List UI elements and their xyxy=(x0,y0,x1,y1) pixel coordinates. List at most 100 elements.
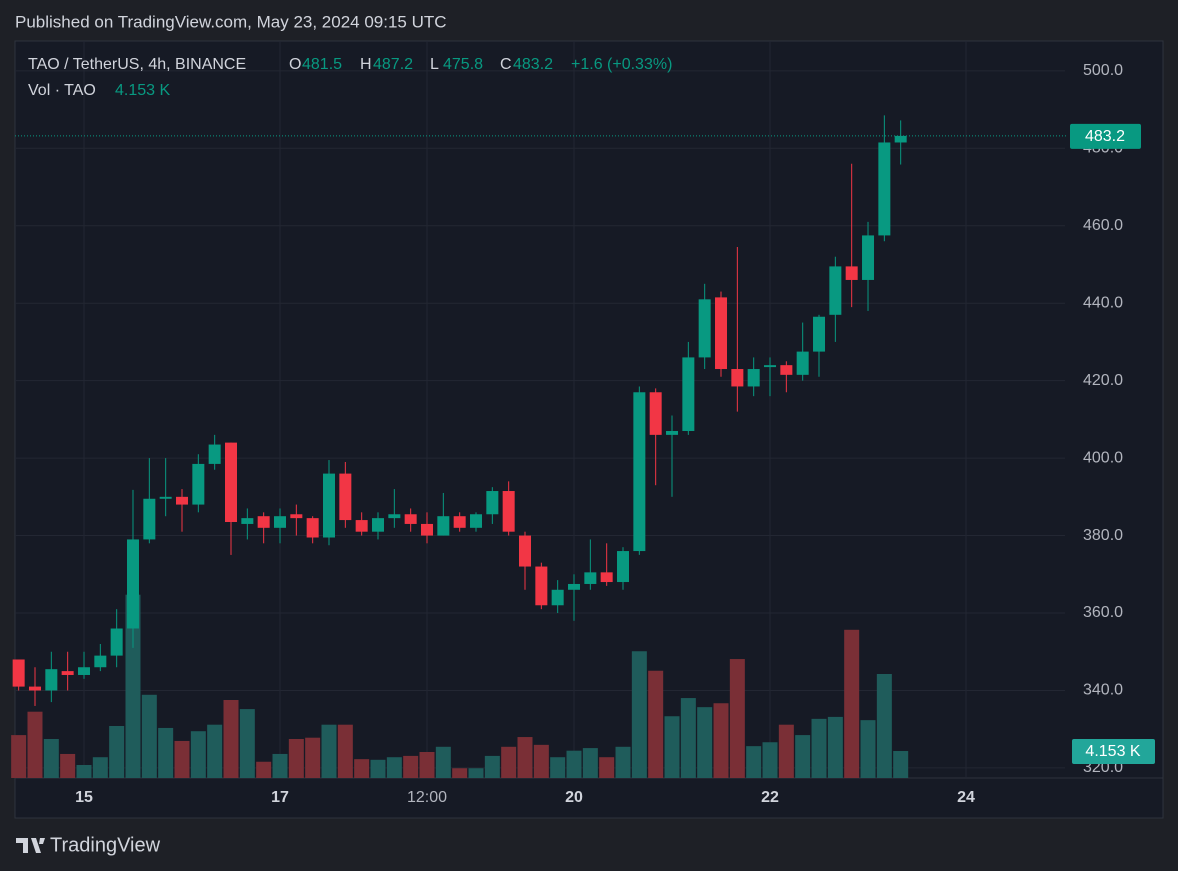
y-tick-label: 400.0 xyxy=(1083,449,1123,466)
volume-bar xyxy=(533,744,549,778)
volume-bar xyxy=(729,659,745,778)
ohlc-letter: H xyxy=(360,56,372,73)
ohlc-value: 481.5 xyxy=(302,56,342,73)
volume-name: Vol · TAO xyxy=(28,82,96,99)
y-tick-label: 420.0 xyxy=(1083,372,1123,389)
volume-bar xyxy=(517,737,533,778)
candle-body xyxy=(45,669,58,691)
brand-icon xyxy=(16,838,45,853)
volume-bar xyxy=(631,651,647,778)
volume-bar xyxy=(893,751,909,778)
candle-body xyxy=(731,369,744,387)
volume-badge xyxy=(1072,739,1155,765)
chart-pane xyxy=(14,40,1164,819)
y-tick-label: 360.0 xyxy=(1083,604,1123,621)
volume-bar xyxy=(190,731,206,778)
candle-body xyxy=(437,516,450,536)
candle-body xyxy=(273,516,286,528)
candle-body xyxy=(698,299,711,358)
candle-body xyxy=(600,572,613,583)
volume-bar xyxy=(370,759,386,778)
candle-body xyxy=(306,518,319,538)
ohlc-letter: O xyxy=(289,56,301,73)
x-tick-label: 12:00 xyxy=(407,789,447,806)
volume-bar xyxy=(239,709,255,778)
volume-bar xyxy=(174,740,190,778)
volume-bar xyxy=(27,711,43,778)
candle-body xyxy=(175,496,188,505)
volume-bar xyxy=(386,757,402,778)
candle-body xyxy=(192,463,205,505)
candle-body xyxy=(584,572,597,584)
volume-bar xyxy=(582,748,598,778)
volume-bar xyxy=(403,755,419,778)
volume-bar xyxy=(141,694,157,778)
candle-body xyxy=(535,566,548,606)
volume-bar xyxy=(795,735,811,778)
x-tick-label: 15 xyxy=(75,789,93,806)
volume-bar xyxy=(76,765,92,778)
volume-bar xyxy=(305,737,321,778)
volume-bar xyxy=(860,720,876,778)
candle-body xyxy=(257,516,270,528)
candle-body xyxy=(813,316,826,352)
volume-bar xyxy=(419,752,435,778)
volume-bar xyxy=(680,698,696,778)
volume-bar xyxy=(484,755,500,778)
x-tick-label: 17 xyxy=(271,789,289,806)
candle-body xyxy=(453,516,466,528)
volume-bar xyxy=(550,757,566,778)
volume-bar xyxy=(92,757,108,778)
candle-body xyxy=(568,583,581,590)
candle-body xyxy=(633,392,646,552)
volume-bar xyxy=(713,703,729,778)
volume-bar xyxy=(43,739,59,778)
y-tick-label: 380.0 xyxy=(1083,527,1123,544)
candle-body xyxy=(355,520,368,532)
candle-body xyxy=(649,392,662,435)
candle-body xyxy=(666,430,679,435)
candle-body xyxy=(551,589,564,606)
x-tick-label: 20 xyxy=(565,789,583,806)
ohlc-letter: L xyxy=(430,56,439,73)
candle-body xyxy=(208,444,221,464)
volume-bar xyxy=(207,724,223,778)
x-tick-label: 24 xyxy=(957,789,975,806)
ohlc-value: 487.2 xyxy=(373,56,413,73)
volume-bar xyxy=(697,707,713,778)
candle-body xyxy=(339,473,352,521)
candle-body xyxy=(61,671,74,675)
volume-bar xyxy=(125,594,141,778)
y-tick-label: 340.0 xyxy=(1083,682,1123,699)
candle-body xyxy=(12,659,25,687)
symbol: TAO / TetherUS, 4h, BINANCE xyxy=(28,56,246,73)
candle-body xyxy=(110,628,123,656)
candle-body xyxy=(388,514,401,519)
volume-bar xyxy=(827,716,843,778)
candle-body xyxy=(323,473,336,538)
candle-body xyxy=(126,539,139,629)
candle-body xyxy=(747,369,760,387)
candle-body xyxy=(290,514,303,519)
volume-bar xyxy=(762,742,778,778)
candle-body xyxy=(77,667,90,675)
volume-bar xyxy=(354,759,370,778)
publisher-line: Published on TradingView.com, May 23, 20… xyxy=(15,12,447,31)
candle-body xyxy=(796,351,809,375)
candle-body xyxy=(159,496,172,499)
brand-name: TradingView xyxy=(50,834,161,856)
volume-bar xyxy=(468,768,484,778)
volume-bar xyxy=(435,746,451,778)
ohlc-value: 475.8 xyxy=(443,56,483,73)
y-tick-label: 500.0 xyxy=(1083,62,1123,79)
volume-bar xyxy=(60,753,76,778)
candle-body xyxy=(862,235,875,280)
candle-body xyxy=(764,365,777,368)
candle-body xyxy=(715,297,728,370)
candle-body xyxy=(224,442,237,523)
brand-logo xyxy=(16,838,45,853)
candle-body xyxy=(845,266,858,280)
volume-bar xyxy=(664,716,680,778)
